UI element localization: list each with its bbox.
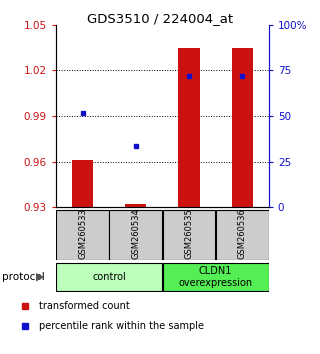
Bar (163, 210, 215, 260)
Text: percentile rank within the sample: percentile rank within the sample (39, 321, 204, 331)
Bar (216, 210, 268, 260)
Text: ▶: ▶ (36, 272, 45, 282)
Text: GSM260536: GSM260536 (238, 208, 247, 259)
Text: GSM260533: GSM260533 (78, 208, 87, 259)
Text: GDS3510 / 224004_at: GDS3510 / 224004_at (87, 12, 233, 25)
Bar (56, 263, 162, 291)
Bar (72, 160, 93, 207)
Bar (109, 210, 162, 260)
Bar (232, 47, 253, 207)
Text: control: control (92, 272, 126, 282)
Bar (178, 47, 200, 207)
Text: transformed count: transformed count (39, 301, 130, 311)
Text: GSM260535: GSM260535 (185, 208, 194, 259)
Text: CLDN1
overexpression: CLDN1 overexpression (179, 266, 253, 288)
Text: GSM260534: GSM260534 (131, 208, 140, 259)
Text: protocol: protocol (2, 272, 44, 282)
Bar (56, 210, 109, 260)
Bar (163, 263, 268, 291)
Bar (125, 204, 147, 207)
